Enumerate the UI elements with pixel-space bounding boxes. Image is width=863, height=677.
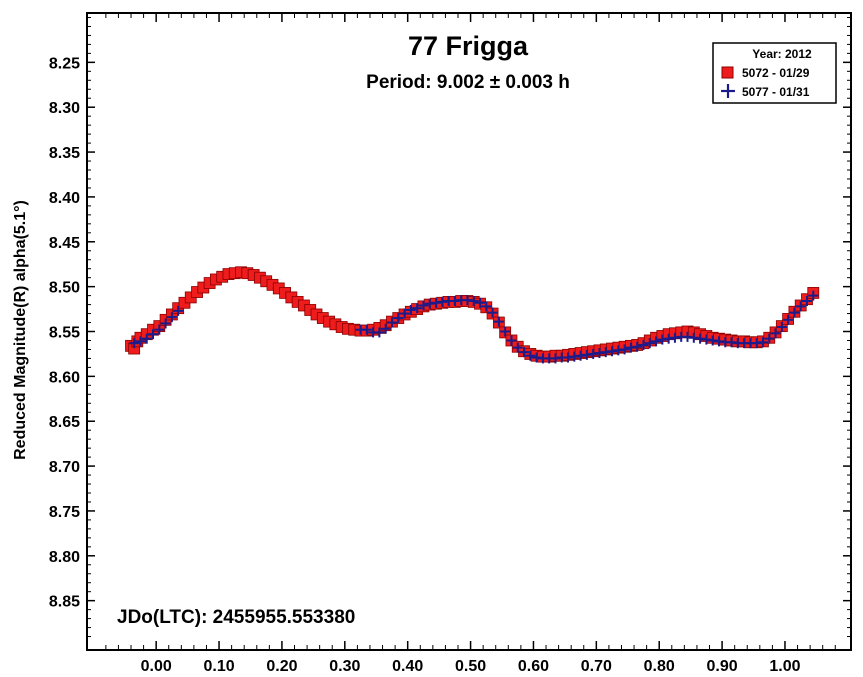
- axis-ticks: 8.25 8.30 8.35 8.40 8.45 8.50 8.55 8.60 8.65 8.70…: [49, 13, 851, 675]
- point-5077: [135, 336, 146, 347]
- point-5077: [638, 339, 649, 350]
- point-5077: [801, 295, 812, 306]
- y-axis-label: Reduced Magnitude(R) alpha(5.1°): [12, 200, 29, 460]
- x-tick-label: 0.70: [581, 658, 612, 675]
- point-5077: [808, 290, 819, 301]
- x-tick-label: 0.60: [518, 658, 549, 675]
- y-tick-label: 8.75: [49, 504, 80, 521]
- point-5077: [493, 316, 504, 327]
- point-5077: [789, 307, 800, 318]
- y-tick-label: 8.50: [49, 280, 80, 297]
- plot-frame: [86, 12, 852, 651]
- point-5077: [519, 347, 530, 358]
- x-tick-label: 0.20: [266, 658, 297, 675]
- point-5077: [487, 307, 498, 318]
- point-5077: [512, 342, 523, 353]
- data-points: [125, 266, 820, 364]
- x-tick-label: 0.10: [203, 658, 234, 675]
- point-5077: [166, 312, 177, 323]
- y-tick-label: 8.70: [49, 459, 80, 476]
- point-5077: [795, 301, 806, 312]
- chart-subtitle: Period: 9.002 ± 0.003 h: [366, 72, 570, 93]
- point-5077: [386, 317, 397, 328]
- y-tick-label: 8.30: [49, 100, 80, 117]
- point-5077: [141, 333, 152, 344]
- point-5077: [525, 350, 536, 361]
- point-5077: [475, 297, 486, 308]
- x-tick-label: 0.80: [644, 658, 675, 675]
- y-tick-label: 8.25: [49, 55, 80, 72]
- point-5077: [468, 295, 479, 306]
- legend-label-5077: 5077 - 01/31: [742, 85, 810, 99]
- legend-title: Year: 2012: [752, 47, 812, 61]
- legend-marker-plus: [721, 84, 735, 98]
- x-tick-label: 0.50: [455, 658, 486, 675]
- plot-frame-group: [86, 12, 852, 651]
- point-5077: [129, 338, 140, 349]
- y-tick-label: 8.45: [49, 235, 80, 252]
- point-5077: [651, 336, 662, 347]
- y-tick-label: 8.80: [49, 549, 80, 566]
- point-5077: [783, 314, 794, 325]
- x-tick-label: 0.30: [329, 658, 360, 675]
- y-tick-label: 8.60: [49, 369, 80, 386]
- point-5077: [148, 329, 159, 340]
- y-tick-label: 8.85: [49, 594, 80, 611]
- x-tick-label: 1.00: [769, 658, 800, 675]
- point-5077: [632, 341, 643, 352]
- point-5077: [405, 304, 416, 315]
- y-tick-label: 8.35: [49, 145, 80, 162]
- chart-title: 77 Frigga: [408, 31, 529, 61]
- point-5077: [619, 344, 630, 355]
- y-tick-label: 8.65: [49, 414, 80, 431]
- point-5077: [776, 322, 787, 333]
- point-5077: [644, 338, 655, 349]
- point-5077: [418, 300, 429, 311]
- point-5077: [764, 333, 775, 344]
- point-5077: [393, 313, 404, 324]
- point-5077: [160, 318, 171, 329]
- point-5077: [770, 328, 781, 339]
- point-5077: [399, 308, 410, 319]
- x-tick-label: 0.90: [707, 658, 738, 675]
- point-5077: [380, 323, 391, 334]
- legend: Year: 2012 5072 - 01/29 5077 - 01/31: [712, 42, 837, 104]
- y-tick-label: 8.40: [49, 190, 80, 207]
- point-5077: [361, 324, 372, 335]
- point-5077: [154, 324, 165, 335]
- jd-annotation: JDo(LTC): 2455955.553380: [117, 607, 355, 628]
- y-tick-label: 8.55: [49, 325, 80, 342]
- legend-marker-square: [721, 66, 734, 79]
- x-tick-label: 0.00: [141, 658, 172, 675]
- legend-label-5072: 5072 - 01/29: [742, 66, 810, 80]
- point-5077: [412, 303, 423, 314]
- x-tick-label: 0.40: [392, 658, 423, 675]
- point-5077: [481, 301, 492, 312]
- point-5077: [500, 326, 511, 337]
- point-5077: [374, 327, 385, 338]
- point-5077: [173, 305, 184, 316]
- point-5077: [757, 337, 768, 348]
- point-5077: [506, 335, 517, 346]
